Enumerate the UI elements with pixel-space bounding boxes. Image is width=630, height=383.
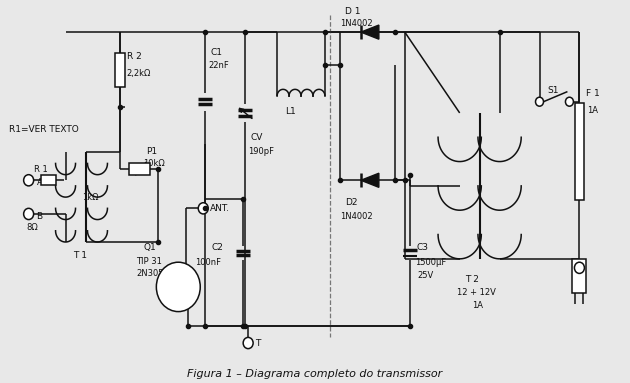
Bar — [41, 175, 56, 185]
Text: L1: L1 — [285, 107, 296, 116]
Text: 1N4002: 1N4002 — [340, 212, 372, 221]
Text: 1A: 1A — [587, 106, 598, 115]
Text: R1=VER TEXTO: R1=VER TEXTO — [9, 125, 78, 134]
Text: 1N4002: 1N4002 — [340, 19, 372, 28]
Text: 1500μF: 1500μF — [415, 258, 446, 267]
Text: D2: D2 — [345, 198, 357, 207]
Text: F 1: F 1 — [587, 89, 600, 98]
Text: 22nF: 22nF — [209, 61, 229, 70]
Text: 190pF: 190pF — [248, 147, 274, 155]
Circle shape — [24, 175, 33, 186]
Text: P1: P1 — [146, 147, 158, 155]
Text: TIP 31: TIP 31 — [136, 257, 163, 265]
Text: Q1: Q1 — [144, 243, 156, 252]
Text: R 2: R 2 — [127, 52, 142, 61]
Text: ANT.: ANT. — [210, 204, 230, 213]
Text: 2N3055: 2N3055 — [136, 269, 169, 278]
Bar — [115, 53, 125, 87]
Text: T: T — [255, 339, 261, 347]
Text: A: A — [37, 178, 43, 187]
Text: Figura 1 – Diagrama completo do transmissor: Figura 1 – Diagrama completo do transmis… — [187, 369, 443, 379]
Text: 2,2kΩ: 2,2kΩ — [127, 69, 151, 78]
Circle shape — [566, 97, 573, 106]
Text: T 2: T 2 — [465, 275, 479, 283]
Text: C1: C1 — [210, 48, 222, 57]
Text: 100nF: 100nF — [195, 258, 221, 267]
Text: 1kΩ: 1kΩ — [83, 193, 99, 201]
Text: D 1: D 1 — [345, 7, 360, 16]
Text: 10kΩ: 10kΩ — [144, 159, 165, 168]
Text: C3: C3 — [417, 243, 429, 252]
Polygon shape — [361, 173, 379, 187]
Circle shape — [536, 97, 544, 106]
Text: T 1: T 1 — [74, 251, 88, 260]
Text: 25V: 25V — [418, 271, 434, 280]
Text: R 1: R 1 — [33, 165, 47, 173]
Text: 8Ω: 8Ω — [26, 223, 38, 232]
Bar — [573, 259, 587, 293]
Text: C2: C2 — [211, 243, 223, 252]
Bar — [129, 164, 150, 175]
Text: B: B — [37, 212, 43, 221]
Text: S1: S1 — [547, 86, 559, 95]
Text: 12 + 12V: 12 + 12V — [457, 288, 496, 297]
Circle shape — [243, 337, 253, 349]
Circle shape — [24, 208, 33, 219]
Circle shape — [156, 262, 200, 312]
Text: 1A: 1A — [472, 301, 483, 311]
Bar — [575, 103, 584, 200]
Circle shape — [575, 262, 585, 273]
Text: CV: CV — [250, 133, 263, 142]
Polygon shape — [361, 25, 379, 39]
Circle shape — [198, 203, 209, 214]
